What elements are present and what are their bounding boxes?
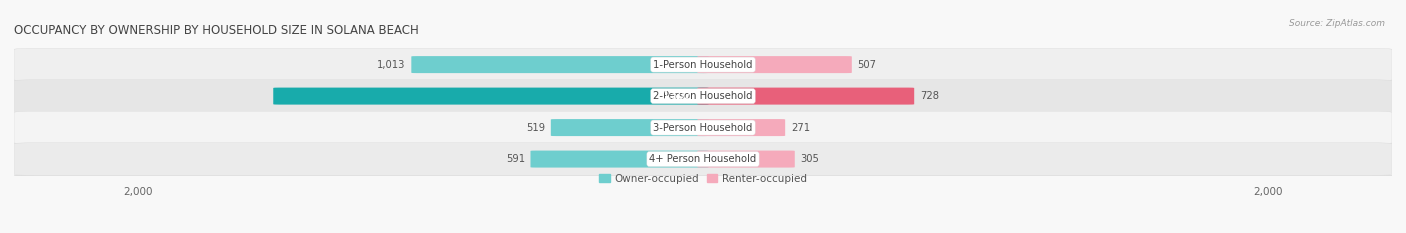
FancyBboxPatch shape [697, 151, 794, 168]
Text: Source: ZipAtlas.com: Source: ZipAtlas.com [1289, 19, 1385, 28]
Text: 1,013: 1,013 [377, 60, 406, 70]
FancyBboxPatch shape [14, 143, 1392, 175]
Text: 2-Person Household: 2-Person Household [654, 91, 752, 101]
Text: 3-Person Household: 3-Person Household [654, 123, 752, 133]
Text: 1-Person Household: 1-Person Household [654, 60, 752, 70]
Text: 507: 507 [858, 60, 876, 70]
Text: 519: 519 [526, 123, 546, 133]
FancyBboxPatch shape [14, 111, 1392, 144]
FancyBboxPatch shape [697, 119, 785, 136]
Text: 1,502: 1,502 [664, 91, 692, 101]
FancyBboxPatch shape [412, 56, 709, 73]
Text: OCCUPANCY BY OWNERSHIP BY HOUSEHOLD SIZE IN SOLANA BEACH: OCCUPANCY BY OWNERSHIP BY HOUSEHOLD SIZE… [14, 24, 419, 37]
FancyBboxPatch shape [697, 56, 852, 73]
Text: 728: 728 [920, 91, 939, 101]
FancyBboxPatch shape [14, 48, 1392, 81]
FancyBboxPatch shape [14, 80, 1392, 113]
Text: 271: 271 [790, 123, 810, 133]
FancyBboxPatch shape [697, 88, 914, 105]
Text: 591: 591 [506, 154, 524, 164]
Text: 4+ Person Household: 4+ Person Household [650, 154, 756, 164]
Legend: Owner-occupied, Renter-occupied: Owner-occupied, Renter-occupied [595, 169, 811, 188]
FancyBboxPatch shape [273, 88, 709, 105]
FancyBboxPatch shape [530, 151, 709, 168]
FancyBboxPatch shape [551, 119, 709, 136]
Text: 305: 305 [800, 154, 820, 164]
